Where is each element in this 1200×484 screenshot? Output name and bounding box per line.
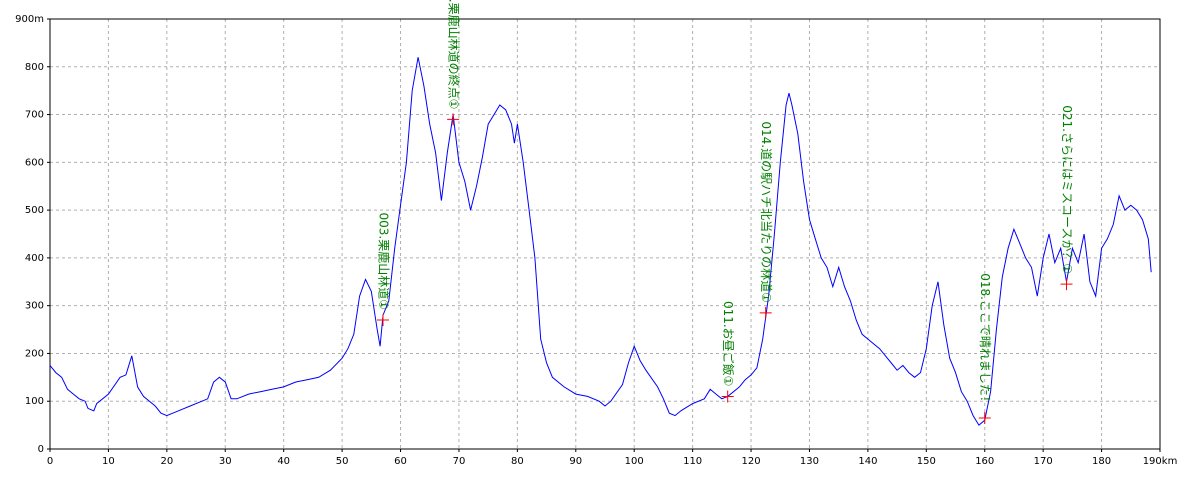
waypoint-label: 018.ここで晴れました！ bbox=[978, 273, 992, 408]
x-tick-label: 80 bbox=[511, 456, 524, 467]
y-tick-label: 600 bbox=[25, 157, 44, 168]
waypoint-marker bbox=[377, 314, 389, 326]
x-tick-label: 160 bbox=[975, 456, 994, 467]
y-tick-label: 300 bbox=[25, 301, 44, 312]
elevation-line bbox=[49, 57, 1152, 426]
x-tick-label: 20 bbox=[160, 456, 173, 467]
waypoint-label: 005.栗鹿山林道の終点① bbox=[447, 0, 462, 109]
x-tick-label: 100 bbox=[625, 456, 644, 467]
x-tick-label: 190km bbox=[1143, 456, 1178, 467]
x-tick-label: 180 bbox=[1092, 456, 1111, 467]
waypoint-label: 011.お昼ご飯① bbox=[721, 301, 736, 386]
x-tick-label: 90 bbox=[569, 456, 582, 467]
y-tick-label: 800 bbox=[25, 62, 44, 73]
waypoint-label: 003.栗鹿山林道① bbox=[377, 213, 392, 310]
waypoint-marker bbox=[1060, 278, 1073, 291]
x-tick-label: 170 bbox=[1034, 456, 1053, 467]
x-tick-label: 130 bbox=[800, 456, 819, 467]
x-tick-label: 50 bbox=[336, 456, 349, 467]
x-tick-label: 140 bbox=[858, 456, 877, 467]
y-tick-label: 200 bbox=[25, 348, 44, 359]
waypoint-marker bbox=[759, 306, 772, 319]
y-tick-label: 100 bbox=[25, 396, 44, 407]
x-tick-label: 110 bbox=[683, 456, 702, 467]
y-tick-label: 500 bbox=[25, 205, 44, 216]
y-tick-label: 0 bbox=[38, 444, 44, 455]
x-tick-label: 70 bbox=[453, 456, 466, 467]
x-tick-label: 30 bbox=[219, 456, 232, 467]
waypoint-label: 021.さらにはミスコースか？① bbox=[1060, 105, 1074, 274]
y-tick-label: 700 bbox=[25, 110, 44, 121]
x-tick-label: 40 bbox=[277, 456, 290, 467]
waypoint-marker bbox=[721, 390, 734, 403]
plot-frame bbox=[49, 18, 1161, 450]
x-tick-label: 60 bbox=[394, 456, 407, 467]
x-tick-label: 10 bbox=[102, 456, 115, 467]
x-tick-label: 0 bbox=[47, 456, 53, 467]
x-tick-label: 120 bbox=[742, 456, 761, 467]
waypoint-label: 014.道の駅ハチ北当たりの林道① bbox=[759, 121, 773, 302]
y-tick-label: 900m bbox=[15, 14, 44, 25]
x-tick-label: 150 bbox=[917, 456, 936, 467]
waypoint-marker bbox=[978, 411, 991, 424]
y-tick-label: 400 bbox=[25, 253, 44, 264]
waypoint-marker bbox=[447, 113, 460, 126]
